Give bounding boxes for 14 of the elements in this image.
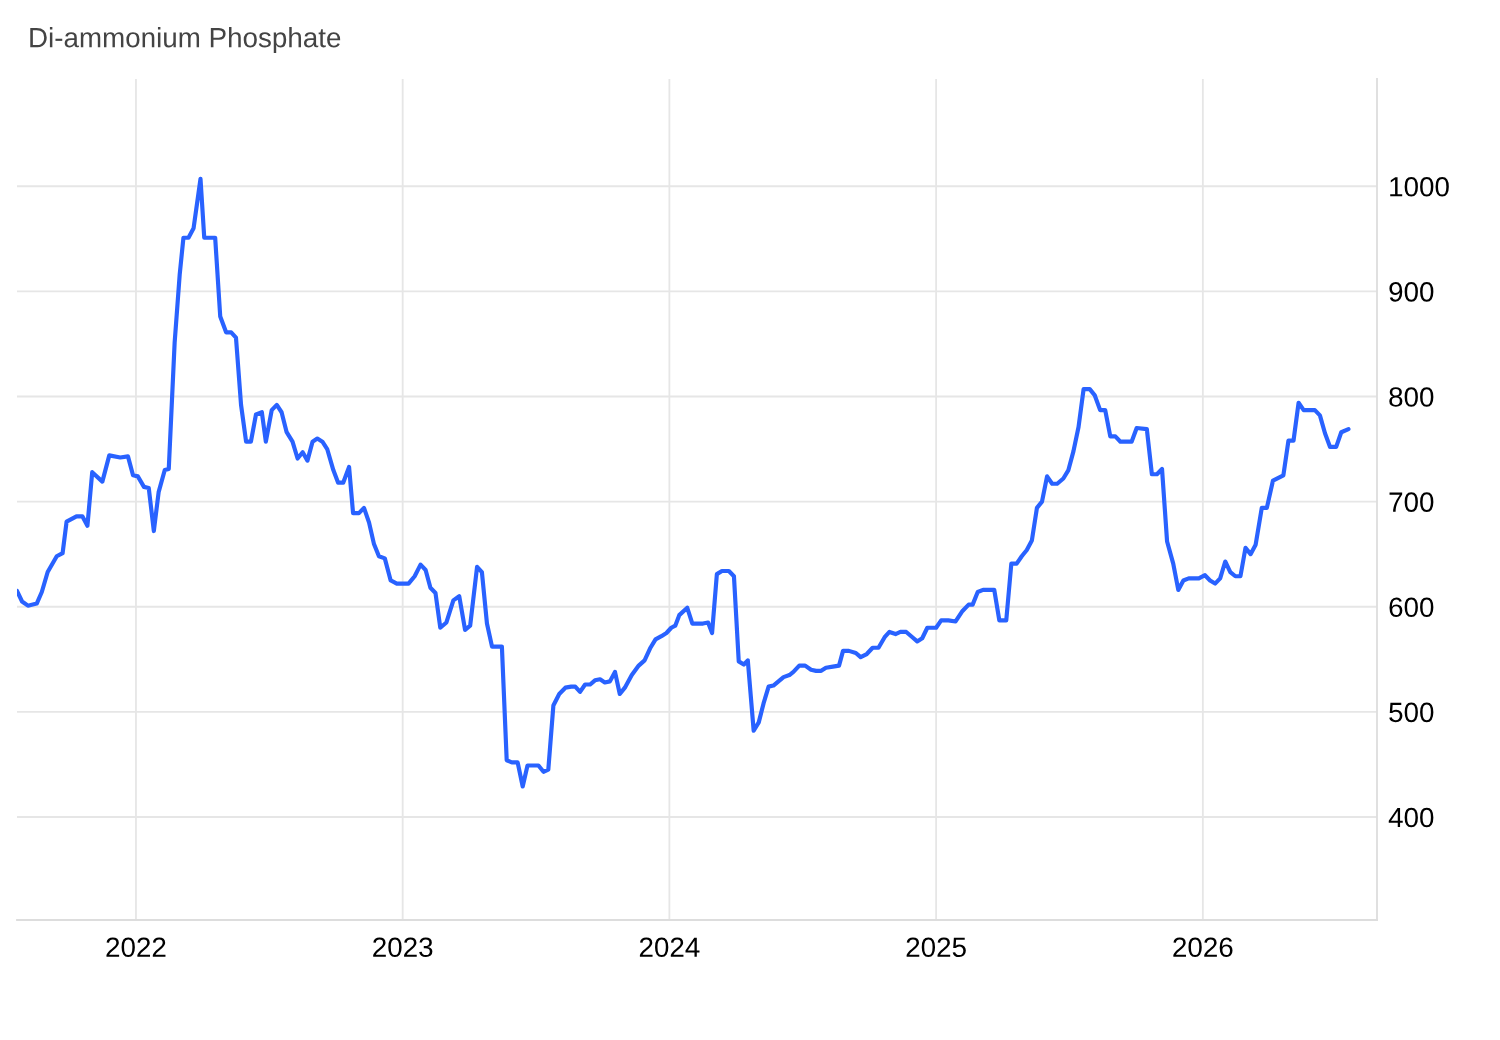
y-tick-label: 400 (1388, 807, 1434, 828)
y-tick-label: 800 (1389, 387, 1434, 407)
line-series (17, 176, 1351, 789)
x-tick-label: 2023 (373, 937, 433, 958)
y-tick-label: 600 (1389, 597, 1434, 618)
y-tick-label: 900 (1389, 282, 1434, 302)
x-tick-label: 2026 (1173, 937, 1233, 958)
chart-title: Di-ammonium Phosphate (30, 27, 341, 53)
y-tick-label: 700 (1389, 492, 1434, 512)
x-tick-label: 2022 (106, 937, 166, 958)
y-tick-label: 500 (1389, 702, 1434, 723)
x-tick-label: 2024 (639, 937, 700, 958)
x-tick-label: 2025 (906, 937, 966, 958)
y-tick-label: 1000 (1390, 176, 1449, 197)
